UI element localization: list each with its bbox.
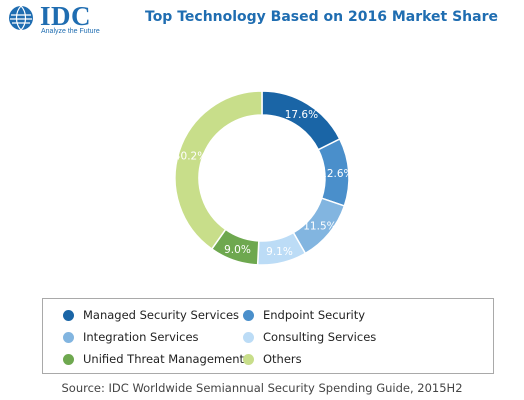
donut-slice-others	[174, 90, 263, 251]
legend-item: Consulting Services	[243, 329, 376, 345]
logo-tagline: Analyze the Future	[41, 28, 100, 35]
donut-data-label: 9.1%	[266, 246, 293, 258]
donut-data-label: 17.6%	[285, 109, 318, 121]
legend-swatch	[243, 353, 254, 365]
source-note: Source: IDC Worldwide Semiannual Securit…	[61, 381, 463, 395]
donut-data-label: 9.0%	[224, 244, 251, 256]
legend-item: Managed Security Services	[63, 307, 239, 323]
donut-data-label: 11.5%	[303, 221, 336, 233]
legend-label: Consulting Services	[263, 330, 377, 344]
legend-label: Unified Threat Management	[83, 352, 245, 366]
legend-item: Endpoint Security	[243, 307, 365, 323]
legend-swatch	[63, 353, 74, 365]
chart-legend: Managed Security Services Endpoint Securi…	[42, 298, 494, 374]
legend-swatch	[63, 331, 74, 343]
legend-label: Endpoint Security	[263, 308, 366, 322]
donut-data-label: 40.2%	[174, 150, 207, 162]
logo-name: IDC	[40, 1, 92, 31]
donut-data-label: 12.6%	[320, 168, 353, 180]
chart-title: Top Technology Based on 2016 Market Shar…	[145, 9, 498, 25]
legend-label: Managed Security Services	[83, 308, 240, 322]
legend-swatch	[63, 309, 74, 321]
globe-icon	[9, 5, 33, 31]
idc-logo: IDC Analyze the Future	[8, 1, 104, 36]
legend-label: Integration Services	[83, 330, 199, 344]
legend-item: Integration Services	[63, 329, 199, 345]
donut-chart: 17.6% 12.6% 11.5% 9.1% 9.0% 40.2%	[174, 90, 353, 265]
legend-item: Unified Threat Management	[63, 351, 244, 367]
legend-item: Others	[243, 351, 302, 367]
legend-swatch	[243, 331, 254, 343]
legend-label: Others	[263, 352, 302, 366]
legend-swatch	[243, 309, 254, 321]
